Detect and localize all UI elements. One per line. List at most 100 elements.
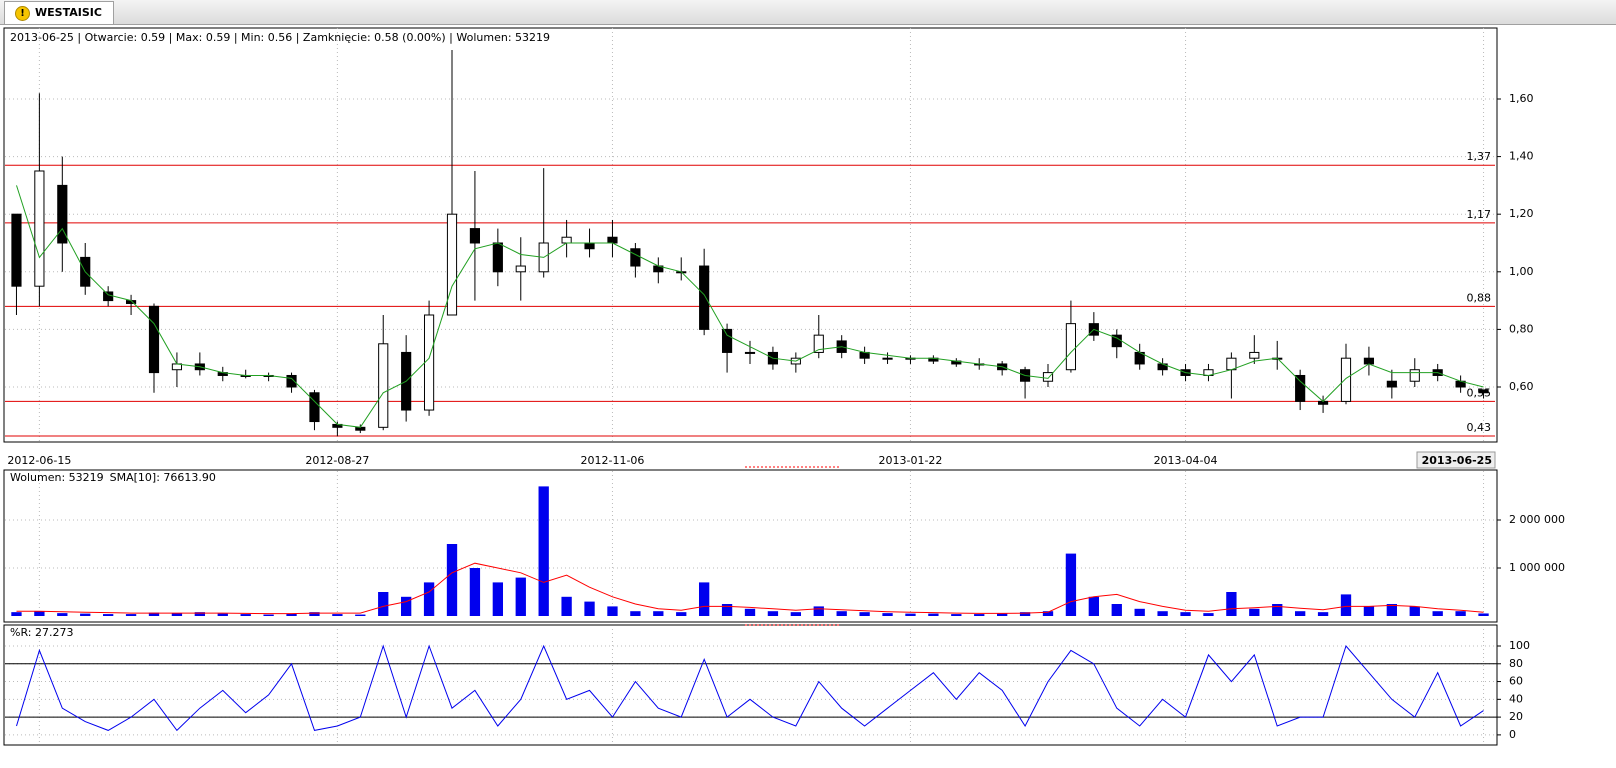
volume-bar <box>1478 613 1489 616</box>
volume-bar <box>1157 611 1168 616</box>
candle-body <box>1363 357 1375 365</box>
volume-bar <box>928 613 939 616</box>
legend-entry: SMA[10]: 76613.90 <box>110 471 216 484</box>
volume-bar <box>57 613 68 616</box>
volume-bar <box>125 614 137 616</box>
x-tick-label: 2012-06-15 <box>7 454 71 467</box>
volume-bar <box>1455 611 1466 616</box>
volume-bar <box>974 614 985 616</box>
moving-average <box>16 185 1484 428</box>
sma-line <box>16 562 1484 615</box>
volume-bar <box>378 592 389 616</box>
x-tick-label: 2012-11-06 <box>580 454 644 467</box>
volume-bar <box>630 611 641 616</box>
volume-bar <box>836 611 847 616</box>
tab-bar: ! WESTAISIC <box>0 0 1616 25</box>
volume-bar <box>240 614 251 616</box>
candle-body <box>469 228 481 244</box>
wr-line <box>16 644 1484 732</box>
y-tick-label: 1,60 <box>1509 92 1534 105</box>
wr-frame <box>3 624 1498 746</box>
volume-bar <box>584 601 595 616</box>
tab-title: WESTAISIC <box>35 6 102 19</box>
y-tick-label: 1,20 <box>1509 207 1534 220</box>
tab[interactable]: ! WESTAISIC <box>4 1 114 24</box>
volume-bar <box>1042 611 1054 616</box>
candle-body <box>1478 389 1489 394</box>
volume-bar <box>171 613 183 616</box>
volume-bar <box>1088 596 1100 616</box>
volume-bar <box>1065 553 1077 616</box>
y-tick-label: 40 <box>1509 692 1523 705</box>
candle-body <box>1249 351 1260 359</box>
candle-body <box>423 314 435 411</box>
y-tick-label: 0,80 <box>1509 322 1534 335</box>
volume-bar <box>561 596 572 616</box>
volume-bar <box>492 582 504 616</box>
y-tick-label: 0 <box>1509 728 1516 741</box>
candle-body <box>446 213 458 316</box>
volume-bar <box>721 604 733 616</box>
x-tick-label: 2012-08-27 <box>305 454 369 467</box>
candle-body <box>11 213 22 287</box>
volume-bar <box>1317 612 1329 616</box>
volume-bar <box>80 613 91 616</box>
volume-bar <box>1019 612 1031 616</box>
candle-body <box>813 334 824 353</box>
candle-body <box>699 265 710 330</box>
volume-bar <box>446 544 458 616</box>
volume-bar <box>653 611 664 616</box>
volume-bar <box>194 612 206 616</box>
level-label: 1,17 <box>1467 208 1492 221</box>
price-header: 2013-06-25 | Otwarcie: 0.59 | Max: 0.59 … <box>10 31 550 44</box>
volume-bar <box>1340 594 1352 616</box>
candle-body <box>1386 380 1397 388</box>
volume-bar <box>1249 608 1260 616</box>
price-frame <box>3 27 1498 443</box>
volume-frame <box>3 469 1498 623</box>
candle-body <box>721 328 733 353</box>
volume-bar <box>767 611 779 616</box>
y-tick-label: 100 <box>1509 639 1530 652</box>
volume-bar <box>951 614 962 616</box>
x-tick-label: 2013-06-25 <box>1422 454 1492 467</box>
volume-bar <box>1272 604 1283 616</box>
candle-body <box>882 357 893 360</box>
candle-body <box>561 236 572 244</box>
volume-bar <box>1180 612 1191 616</box>
candle-body <box>378 343 389 428</box>
volume-bar <box>469 568 481 616</box>
candle-body <box>515 265 526 273</box>
volume-bar <box>1409 606 1420 616</box>
volume-bar <box>1363 606 1375 616</box>
volume-bar <box>905 613 916 616</box>
y-tick-label: 1,40 <box>1509 150 1534 163</box>
candle-body <box>57 184 68 244</box>
candle-body <box>309 392 320 423</box>
y-tick-label: 2 000 000 <box>1509 513 1565 526</box>
candle-body <box>1042 372 1054 382</box>
volume-bar <box>996 613 1008 616</box>
volume-bar <box>698 582 710 616</box>
chart: 2013-06-25 | Otwarcie: 0.59 | Max: 0.59 … <box>3 27 1565 746</box>
level-label: 0,88 <box>1467 291 1492 304</box>
volume-bar <box>11 612 22 616</box>
y-tick-label: 80 <box>1509 657 1523 670</box>
candle-body <box>492 242 503 273</box>
volume-bar <box>148 612 160 616</box>
candle-body <box>630 248 641 267</box>
tab-icon: ! <box>15 6 30 21</box>
volume-bar <box>217 613 228 616</box>
volume-bar <box>1134 608 1145 616</box>
x-tick-label: 2013-04-04 <box>1154 454 1218 467</box>
candle-body <box>1065 323 1077 371</box>
volume-bar <box>1111 604 1122 616</box>
volume-bar <box>34 611 45 616</box>
volume-bar <box>744 608 756 616</box>
x-tick-label: 2013-01-22 <box>878 454 942 467</box>
volume-bar <box>332 614 343 616</box>
volume-bar <box>1386 604 1398 616</box>
candle-body <box>103 291 114 302</box>
volume-bar <box>607 606 618 616</box>
